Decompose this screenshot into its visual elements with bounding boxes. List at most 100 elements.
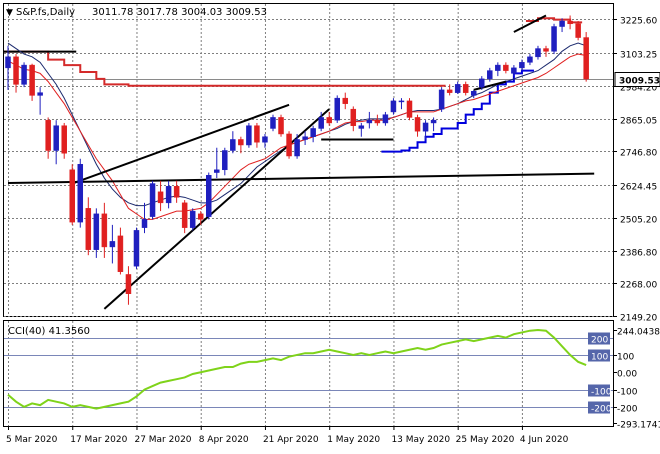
cci-layer: 200 100 -100 -200 <box>4 329 613 415</box>
bullish-candle <box>109 241 116 248</box>
bullish-candle <box>366 119 373 124</box>
bearish-candle <box>117 235 124 272</box>
cci-y-axis-label: 100 <box>617 353 634 363</box>
y-axis-label: 3103.25 <box>620 51 657 61</box>
bearish-candle <box>197 213 204 220</box>
trendline <box>473 80 507 91</box>
cci-level-box <box>588 349 610 362</box>
blue-channel-line <box>381 69 534 153</box>
red-channel-line <box>4 50 446 87</box>
cci-y-axis-label: 244.0438 <box>617 328 660 338</box>
bearish-candle <box>238 139 244 146</box>
cci-panel-frame <box>3 320 614 427</box>
collapse-triangle-icon[interactable]: ▼ <box>6 8 13 18</box>
bullish-candle <box>519 62 525 69</box>
bearish-candle <box>278 117 284 135</box>
bullish-candle <box>559 20 565 27</box>
bullish-candle <box>382 114 389 124</box>
bullish-candle <box>551 26 557 52</box>
bearish-candle <box>342 97 349 104</box>
bearish-candle <box>446 89 453 93</box>
bullish-candle <box>189 210 196 228</box>
y-axis-label: 3225.60 <box>620 17 657 27</box>
bearish-candle <box>29 64 35 96</box>
cci-y-axis-label: 0.00 <box>617 370 637 380</box>
cci-level-label: 200 <box>591 336 608 346</box>
bearish-candle <box>101 213 108 248</box>
y-axis-label: 2505.20 <box>620 216 657 226</box>
bullish-candle <box>270 117 276 129</box>
trendline <box>7 172 595 184</box>
trendline <box>71 103 290 185</box>
bearish-candle <box>69 169 75 223</box>
bullish-candle <box>479 78 485 88</box>
x-axis-label: 5 Mar 2020 <box>6 435 58 445</box>
cci-y-axis-label: -200 <box>617 405 638 415</box>
bullish-candle <box>390 100 397 113</box>
axis-layer: 5 Mar 2020 17 Mar 2020 27 Mar 2020 8 Apr 20… <box>6 17 660 445</box>
cci-y-axis-label: -100 <box>617 388 638 398</box>
price-layer <box>4 14 595 310</box>
bullish-candle <box>133 230 140 267</box>
bearish-candle <box>157 191 164 204</box>
bullish-candle <box>430 119 437 124</box>
bullish-candle <box>398 100 405 103</box>
y-axis-label: 2746.80 <box>620 149 657 159</box>
bearish-candle <box>61 125 67 154</box>
x-axis-label: 25 May 2020 <box>456 435 515 445</box>
bearish-candle <box>374 119 381 124</box>
bearish-candle <box>125 274 132 294</box>
bullish-candle <box>165 186 172 204</box>
bullish-candle <box>438 89 445 110</box>
bullish-candle <box>487 70 493 80</box>
bearish-candle <box>350 108 357 126</box>
bullish-candle <box>246 125 252 146</box>
bullish-candle <box>262 136 268 143</box>
bullish-candle <box>535 48 541 58</box>
cci-level-label: -100 <box>591 388 612 398</box>
bearish-candle <box>543 48 549 52</box>
cci-level-box <box>588 332 610 345</box>
bearish-candle <box>583 37 589 80</box>
bearish-candle <box>286 133 292 157</box>
bullish-candle <box>454 84 461 93</box>
bearish-candle <box>173 186 180 198</box>
bullish-candle <box>230 139 236 151</box>
grid-layer <box>4 4 613 426</box>
bearish-candle <box>45 119 51 151</box>
x-axis-label: 13 May 2020 <box>391 435 450 445</box>
y-axis-label: 2865.05 <box>620 117 657 127</box>
bullish-candle <box>511 67 517 74</box>
bearish-candle <box>13 56 19 85</box>
cci-level-label: 100 <box>591 353 608 363</box>
bullish-candle <box>93 213 100 250</box>
ohlc-readout: 3011.78 3017.78 3004.03 3009.53 <box>92 7 267 18</box>
y-axis-label: 2386.80 <box>620 249 657 259</box>
x-axis-label: 8 Apr 2020 <box>199 435 249 445</box>
bullish-candle <box>53 125 59 151</box>
x-axis-label: 4 Jun 2020 <box>520 435 569 445</box>
bullish-candle <box>222 150 228 171</box>
cci-y-axis-label: -293.1741 <box>617 421 660 431</box>
cci-level-label: -200 <box>591 405 612 415</box>
bullish-candle <box>527 56 533 63</box>
x-axis-label: 21 Apr 2020 <box>263 435 319 445</box>
trendline <box>513 14 547 33</box>
y-axis-label: 2624.45 <box>620 183 657 193</box>
bearish-candle <box>414 117 421 132</box>
bullish-candle <box>149 183 156 217</box>
bearish-candle <box>181 202 188 228</box>
bullish-candle <box>422 122 429 132</box>
bearish-candle <box>503 64 509 71</box>
bullish-candle <box>141 219 148 228</box>
bullish-candle <box>318 117 324 129</box>
current-price-box <box>614 72 660 87</box>
bullish-candle <box>77 164 84 223</box>
y-axis-label: 2268.00 <box>620 281 657 291</box>
bullish-candle <box>214 169 220 173</box>
bullish-candle <box>21 64 27 85</box>
symbol-label: S&P.fs,Daily <box>16 7 75 18</box>
bearish-candle <box>575 23 581 38</box>
